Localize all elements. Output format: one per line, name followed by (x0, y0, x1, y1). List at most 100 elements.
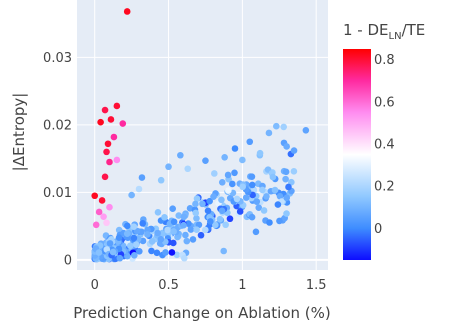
data-point (222, 221, 229, 229)
data-point (98, 197, 106, 204)
data-point (183, 237, 191, 245)
colorbar-title-tail: /TE (402, 21, 426, 39)
data-point (177, 151, 184, 159)
data-point (106, 203, 113, 211)
data-point (276, 217, 283, 225)
data-point (266, 219, 273, 226)
data-point (106, 240, 114, 247)
data-point (242, 194, 250, 201)
data-point (204, 207, 212, 215)
data-point (246, 138, 254, 146)
y-axis-title: |ΔEntropy| (10, 93, 28, 172)
data-point (127, 242, 134, 250)
data-point (283, 210, 290, 217)
data-point (239, 183, 246, 191)
data-point (271, 186, 279, 194)
data-point (113, 156, 121, 164)
data-point (135, 185, 143, 193)
data-point (184, 165, 192, 173)
data-point (233, 195, 241, 203)
data-point (285, 183, 292, 191)
plot-area (77, 0, 328, 270)
data-point (101, 173, 109, 181)
data-point (162, 249, 169, 256)
data-point (130, 234, 138, 242)
data-point (218, 178, 226, 186)
data-point (221, 153, 228, 161)
colorbar-tick-label: 0.4 (374, 137, 395, 152)
colorbar-title-main: 1 - DE (343, 21, 389, 39)
data-point (180, 221, 187, 229)
data-point (124, 222, 131, 230)
data-point (193, 226, 200, 233)
data-point (280, 123, 288, 131)
y-tick-label: 0 (64, 253, 72, 268)
data-point (189, 236, 197, 243)
data-point (106, 158, 113, 166)
data-point (226, 215, 234, 223)
colorbar-tick-label: 0.2 (374, 180, 395, 195)
data-point (173, 251, 181, 259)
data-point (229, 180, 236, 188)
x-tick-label: 0.5 (158, 278, 179, 293)
data-point (104, 140, 112, 148)
data-point (161, 213, 168, 221)
data-point (133, 241, 140, 248)
colorbar-tick-label: 0.6 (374, 95, 395, 110)
data-point (103, 219, 110, 227)
data-point (119, 120, 127, 127)
data-point (265, 129, 273, 137)
data-point (139, 220, 147, 227)
data-point (187, 226, 195, 233)
data-point (192, 200, 199, 208)
data-point (231, 145, 239, 152)
data-point (170, 239, 177, 247)
data-point (202, 157, 209, 164)
y-axis-ticks: 0 0.01 0.02 0.03 (43, 51, 72, 269)
data-point (283, 194, 291, 202)
colorbar: 1 - DELN/TE 0 0.2 0.4 0.6 0.8 (343, 21, 425, 260)
x-tick-label: 1.5 (306, 278, 327, 293)
data-point (263, 193, 270, 200)
data-point (252, 228, 260, 236)
data-point (248, 213, 256, 221)
data-point (170, 228, 177, 235)
colorbar-title-subscript: LN (389, 31, 402, 42)
data-point (282, 168, 290, 176)
data-point (128, 191, 135, 199)
data-point (169, 205, 176, 212)
data-point (253, 198, 261, 205)
data-point (103, 148, 110, 156)
data-point (123, 8, 131, 15)
colorbar-title: 1 - DELN/TE (343, 21, 425, 42)
data-point (236, 208, 244, 215)
data-point (97, 118, 104, 126)
data-point (269, 173, 277, 181)
data-point (290, 168, 298, 175)
data-point (239, 156, 246, 164)
data-point (148, 238, 156, 245)
data-point (144, 231, 151, 238)
data-point (159, 229, 166, 237)
data-point (283, 143, 290, 150)
data-point (260, 207, 268, 214)
x-tick-label: 1 (238, 278, 246, 293)
data-point (157, 176, 165, 184)
data-points (91, 8, 310, 263)
y-tick-label: 0.02 (43, 118, 72, 133)
data-point (164, 226, 171, 234)
data-point (210, 193, 217, 200)
colorbar-tick-label: 0 (374, 222, 382, 237)
y-tick-label: 0.03 (43, 51, 72, 66)
data-point (259, 186, 266, 194)
data-point (115, 234, 123, 242)
data-point (288, 178, 295, 186)
data-point (138, 174, 146, 181)
data-point (255, 204, 263, 211)
data-point (107, 116, 115, 123)
data-point (207, 218, 214, 225)
data-point (220, 247, 228, 255)
data-point (201, 226, 209, 234)
data-point (182, 231, 189, 239)
data-point (218, 196, 225, 204)
